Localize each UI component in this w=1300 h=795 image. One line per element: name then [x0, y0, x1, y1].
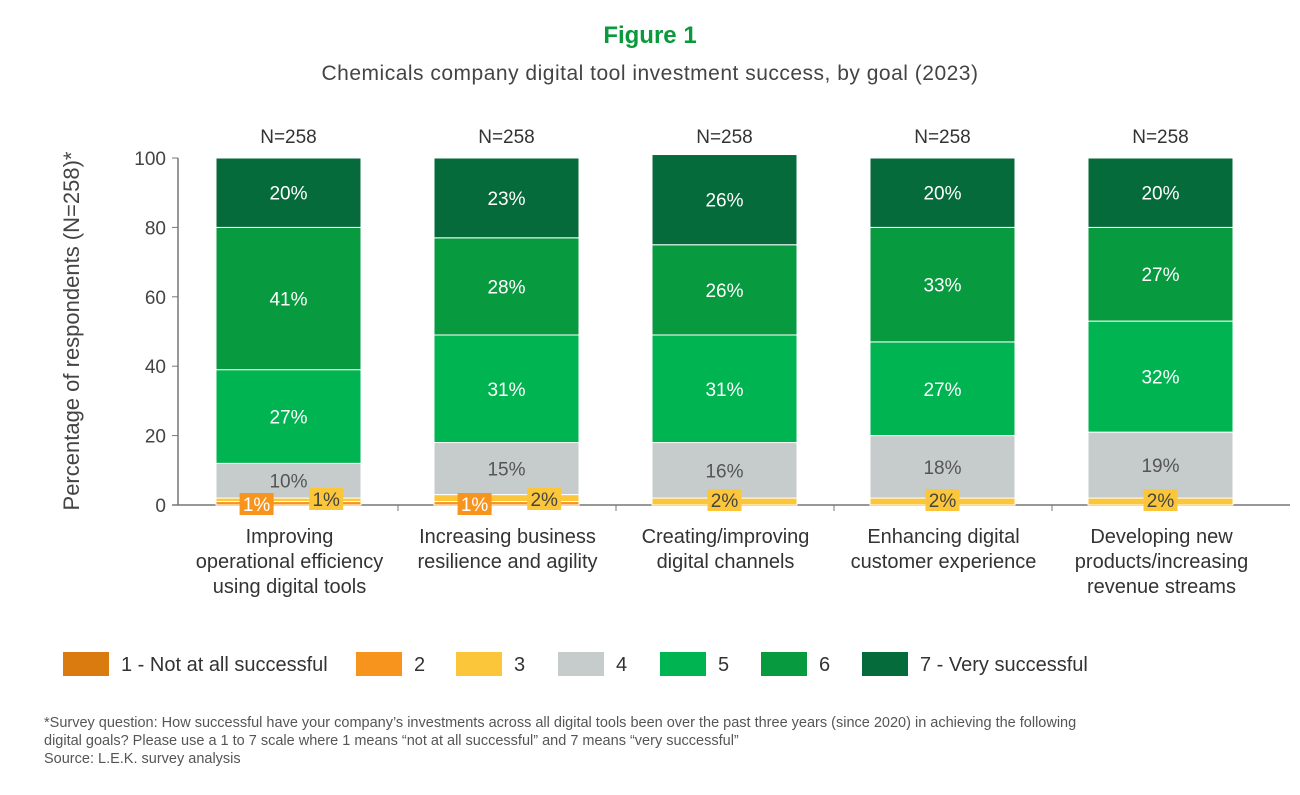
- data-label: 31%: [487, 380, 525, 401]
- data-label: 1%: [243, 495, 271, 516]
- data-label-box: [925, 489, 960, 511]
- data-label: 32%: [1141, 368, 1179, 389]
- y-tick-label: 20: [145, 427, 166, 448]
- y-tick-label: 60: [145, 288, 166, 309]
- data-label: 20%: [923, 184, 961, 205]
- x-category-label: Enhancing digital: [867, 526, 1019, 548]
- data-label: 31%: [705, 380, 743, 401]
- legend-swatch: [761, 652, 807, 676]
- footnote: *Survey question: How successful have yo…: [44, 714, 1294, 768]
- bar-segment: [433, 237, 580, 336]
- bar-segment: [1087, 320, 1234, 433]
- data-label-box: [1143, 489, 1178, 511]
- x-category-label: Improving: [246, 526, 334, 548]
- data-label: 41%: [269, 290, 307, 311]
- footnote-line: digital goals? Please use a 1 to 7 scale…: [44, 733, 739, 749]
- x-category-label: resilience and agility: [417, 551, 597, 573]
- legend-label: 3: [514, 654, 525, 676]
- data-label: 2%: [929, 491, 957, 512]
- n-label: N=258: [914, 127, 971, 148]
- x-category-label: operational efficiency: [196, 551, 384, 573]
- data-label: 28%: [487, 277, 525, 298]
- chart-subtitle: Chemicals company digital tool investmen…: [321, 62, 979, 85]
- bar-segment: [1087, 157, 1234, 228]
- x-category-label: digital channels: [657, 551, 795, 573]
- figure-title: Figure 1: [603, 22, 697, 49]
- data-label: 26%: [705, 281, 743, 302]
- legend-swatch: [456, 652, 502, 676]
- n-label: N=258: [260, 127, 317, 148]
- footnote-line: Source: L.E.K. survey analysis: [44, 751, 241, 767]
- bar-segment: [1087, 226, 1234, 322]
- n-label: N=258: [1132, 127, 1189, 148]
- legend-label: 6: [819, 654, 830, 676]
- data-label-box: [309, 488, 344, 510]
- bar-segment: [869, 157, 1016, 228]
- data-label-box: [707, 489, 742, 511]
- data-label-box: [239, 493, 274, 515]
- y-tick-label: 100: [134, 149, 166, 170]
- n-label: N=258: [478, 127, 535, 148]
- x-category-label: products/increasing: [1075, 551, 1248, 573]
- legend-label: 7 - Very successful: [920, 654, 1088, 676]
- n-label: N=258: [696, 127, 753, 148]
- bar-segment: [433, 157, 580, 239]
- x-category-label: Developing new: [1090, 526, 1233, 548]
- data-label: 1%: [461, 495, 489, 516]
- legend-label: 1 - Not at all successful: [121, 654, 328, 676]
- bar-segment: [869, 226, 1016, 343]
- data-label: 27%: [269, 408, 307, 429]
- data-label: 27%: [923, 380, 961, 401]
- legend-label: 5: [718, 654, 729, 676]
- bar-segment: [869, 435, 1016, 499]
- data-label: 2%: [1147, 491, 1175, 512]
- data-label: 27%: [1141, 265, 1179, 286]
- bar-segment: [433, 442, 580, 496]
- data-label: 10%: [269, 472, 307, 493]
- data-label: 2%: [711, 491, 739, 512]
- x-category-label: using digital tools: [213, 576, 366, 598]
- x-category-label: customer experience: [851, 551, 1037, 573]
- legend-swatch: [63, 652, 109, 676]
- data-label: 16%: [705, 461, 743, 482]
- legend-label: 4: [616, 654, 627, 676]
- data-label: 2%: [530, 490, 558, 511]
- bar-segment: [869, 341, 1016, 437]
- data-label: 23%: [487, 189, 525, 210]
- y-tick-label: 0: [155, 496, 166, 517]
- x-category-label: Creating/improving: [642, 526, 810, 548]
- data-label: 19%: [1141, 456, 1179, 477]
- bar-segment: [215, 226, 362, 371]
- data-label: 1%: [312, 490, 340, 511]
- bar-segment: [651, 244, 798, 336]
- legend-swatch: [558, 652, 604, 676]
- bar-segment: [651, 154, 798, 246]
- data-label: 18%: [923, 458, 961, 479]
- data-label: 20%: [269, 184, 307, 205]
- x-category-label: revenue streams: [1087, 576, 1236, 598]
- data-label-box: [527, 488, 562, 510]
- legend-label: 2: [414, 654, 425, 676]
- bar-segment: [215, 157, 362, 228]
- y-tick-label: 40: [145, 357, 166, 378]
- bar-segment: [1087, 431, 1234, 499]
- data-label: 33%: [923, 276, 961, 297]
- data-label: 20%: [1141, 184, 1179, 205]
- data-label: 15%: [487, 460, 525, 481]
- data-label: 26%: [705, 191, 743, 212]
- legend-swatch: [356, 652, 402, 676]
- x-category-label: Increasing business: [419, 526, 596, 548]
- y-tick-label: 80: [145, 218, 166, 239]
- footnote-line: *Survey question: How successful have yo…: [44, 715, 1077, 731]
- legend-swatch: [862, 652, 908, 676]
- data-label-box: [457, 493, 492, 515]
- bar-segment: [433, 334, 580, 444]
- legend-swatch: [660, 652, 706, 676]
- bar-segment: [215, 369, 362, 464]
